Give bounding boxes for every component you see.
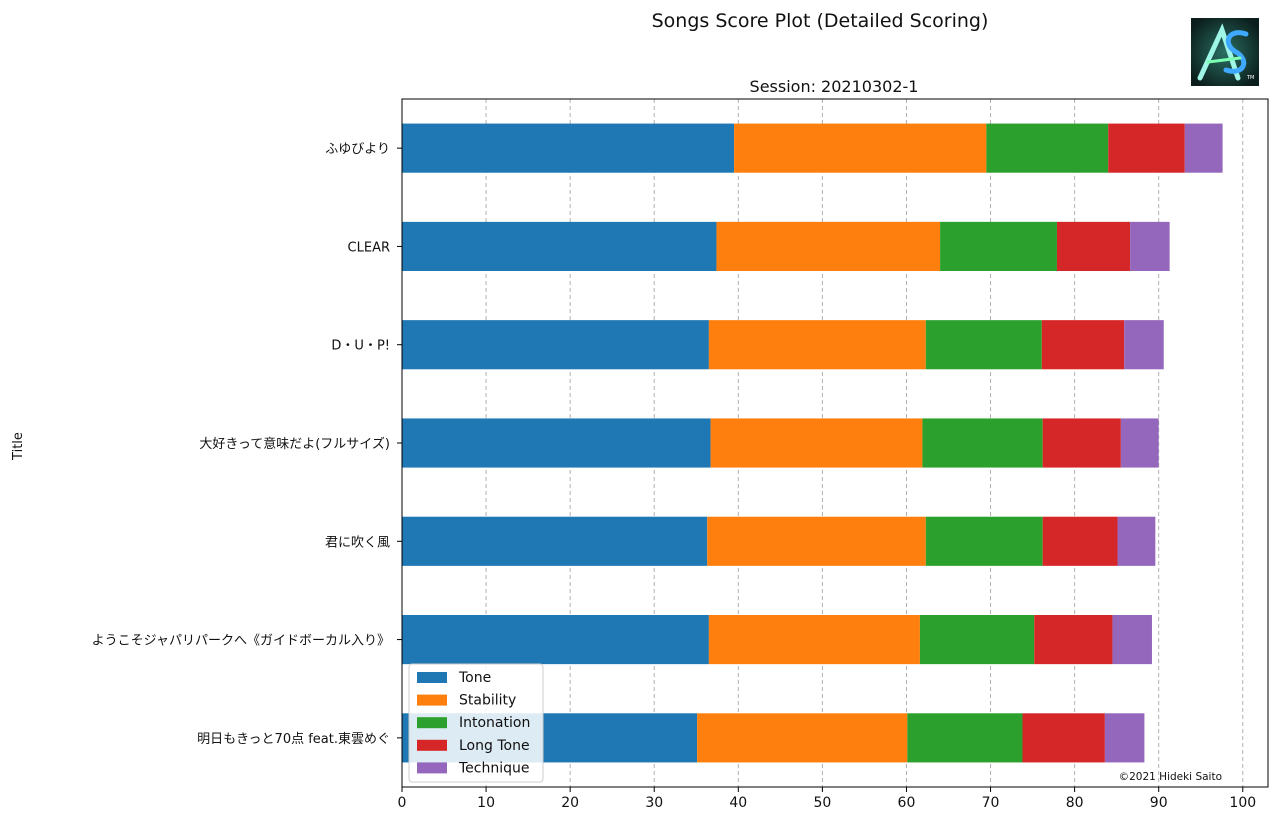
bar-stability-1 <box>716 221 941 271</box>
y-tick-label-1: CLEAR <box>348 240 390 255</box>
bar-tone-3 <box>402 418 711 468</box>
bar-intonation-0 <box>986 123 1109 173</box>
x-tick-label-20: 20 <box>561 795 579 811</box>
y-tick-label-2: D・U・P! <box>331 339 390 354</box>
legend-label-1: Stability <box>459 693 516 709</box>
legend-swatch-3 <box>417 739 447 751</box>
y-tick-label-5: ようこそジャパリパークへ《ガイドボーカル入り》 <box>92 634 390 649</box>
bar-intonation-6 <box>907 713 1023 763</box>
logo-emblem-icon: TM <box>1191 18 1259 86</box>
legend-label-0: Tone <box>458 670 491 686</box>
bar-intonation-4 <box>925 516 1043 566</box>
legend-label-3: Long Tone <box>459 738 530 754</box>
x-tick-label-40: 40 <box>729 795 747 811</box>
bar-technique-4 <box>1117 516 1156 566</box>
bar-long-tone-6 <box>1022 713 1105 763</box>
bar-stability-4 <box>707 516 926 566</box>
bar-stability-6 <box>697 713 908 763</box>
axes: 0 10 20 30 40 50 60 70 80 90 100 ふゆびより CLEAR D・U・P! 大好… <box>92 98 1269 811</box>
legend-label-4: Technique <box>458 760 530 776</box>
x-tick-label-50: 50 <box>813 795 831 811</box>
legend-label-2: Intonation <box>459 715 530 731</box>
bar-intonation-3 <box>922 418 1043 468</box>
svg-text:TM: TM <box>1246 75 1254 81</box>
legend-box <box>408 663 544 783</box>
y-axis-label: Title <box>11 432 26 461</box>
bar-intonation-2 <box>925 320 1042 370</box>
x-tick-label-10: 10 <box>477 795 495 811</box>
bar-long-tone-3 <box>1042 418 1121 468</box>
bar-stability-3 <box>710 418 923 468</box>
credit: ©2021 Hideki Saito <box>1119 771 1222 783</box>
bar-long-tone-1 <box>1056 221 1131 271</box>
suptitle: Songs Score Plot (Detailed Scoring) <box>652 10 989 32</box>
x-tick-label-70: 70 <box>982 795 1000 811</box>
bar-long-tone-4 <box>1042 516 1118 566</box>
bar-tone-1 <box>402 221 717 271</box>
legend-swatch-4 <box>417 762 447 774</box>
bar-long-tone-5 <box>1034 615 1113 665</box>
legend-swatch-1 <box>417 694 447 706</box>
bars <box>402 123 1223 763</box>
y-tick-label-6: 明日もきっと70点 feat.東雲めぐ <box>197 731 390 747</box>
y-tick-label-0: ふゆびより <box>325 142 390 157</box>
chart-title: Session: 20210302-1 <box>750 77 919 96</box>
bar-long-tone-2 <box>1041 320 1125 370</box>
bar-tone-0 <box>402 123 735 173</box>
legend-swatch-2 <box>417 717 447 729</box>
bar-stability-0 <box>734 123 987 173</box>
bar-stability-5 <box>708 615 920 665</box>
x-tick-label-90: 90 <box>1150 795 1168 811</box>
bar-technique-6 <box>1104 713 1145 763</box>
x-tick-label-60: 60 <box>898 795 916 811</box>
legend-swatch-0 <box>417 672 447 683</box>
legend: Tone Stability Intonation Long Tone Techniqu… <box>408 663 544 783</box>
bar-technique-2 <box>1124 320 1164 370</box>
bar-tone-2 <box>402 320 709 370</box>
bar-long-tone-0 <box>1108 123 1185 173</box>
x-tick-label-80: 80 <box>1066 795 1084 811</box>
x-tick-label-100: 100 <box>1229 795 1256 811</box>
bar-technique-0 <box>1184 123 1223 173</box>
x-tick-label-30: 30 <box>645 795 663 811</box>
y-tick-label-4: 君に吹く風 <box>325 535 390 550</box>
bar-technique-3 <box>1120 418 1159 468</box>
bar-stability-2 <box>708 320 926 370</box>
bar-technique-5 <box>1112 615 1152 665</box>
bar-intonation-5 <box>919 615 1035 665</box>
bar-tone-4 <box>402 516 708 566</box>
bar-technique-1 <box>1130 221 1170 271</box>
bar-intonation-1 <box>940 221 1057 271</box>
x-tick-label-0: 0 <box>398 795 407 811</box>
y-tick-label-3: 大好きって意味だよ(フルサイズ) <box>199 436 390 452</box>
bar-tone-5 <box>402 615 709 665</box>
